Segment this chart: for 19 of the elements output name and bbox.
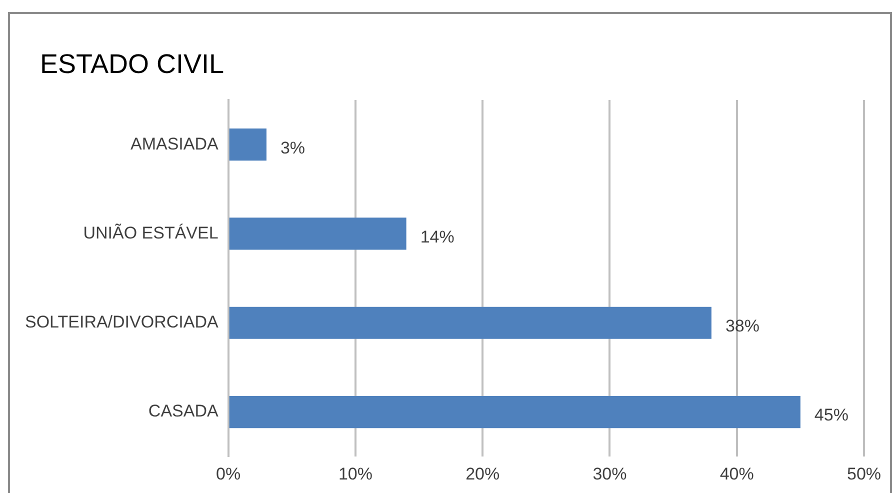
bar [229,396,800,428]
x-tick-label: 40% [720,464,754,484]
x-tick-label: 10% [338,464,372,484]
x-tick-label: 50% [846,464,882,484]
y-tick-label: AMASIADA [130,134,219,154]
y-tick-label: CASADA [148,402,219,421]
data-label: 38% [725,316,760,336]
y-tick-label: SOLTEIRA/DIVORCIADA [24,312,219,332]
chart-title: ESTADO CIVIL [40,49,224,79]
data-label: 45% [814,406,848,425]
bar [229,306,712,339]
y-tick-label: UNIÃO ESTÁVEL [83,223,218,242]
x-tick-label: 0% [216,464,241,484]
x-tick-label: 20% [466,464,500,484]
data-label: 14% [420,227,454,246]
data-label: 3% [280,138,306,158]
x-tick-label: 30% [592,464,627,484]
bar [229,128,266,161]
bar [229,218,406,250]
